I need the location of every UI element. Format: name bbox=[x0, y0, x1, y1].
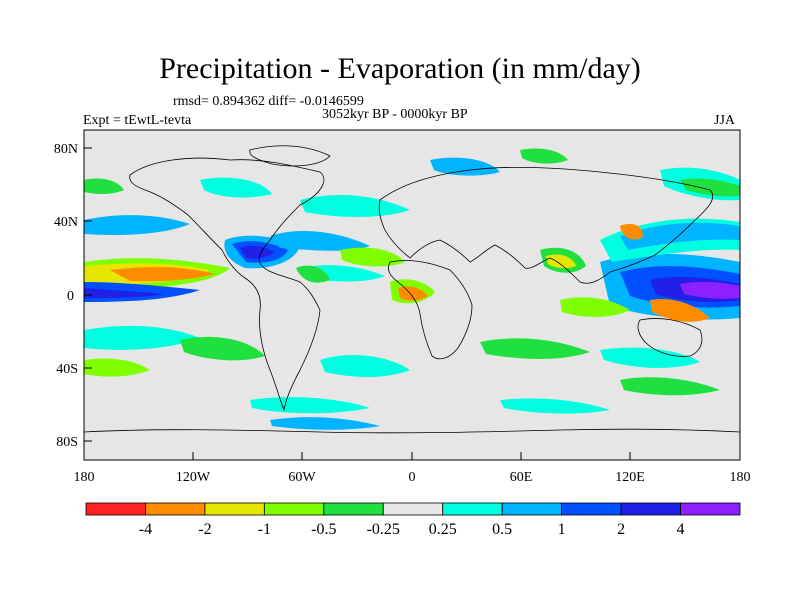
colorbar: -4 -2 -1 -0.5 -0.25 0.25 0.5 1 2 4 bbox=[85, 502, 741, 538]
colorbar-swatch bbox=[620, 502, 681, 516]
x-tick-label-120e: 120E bbox=[615, 470, 645, 485]
colorbar-label: -1 bbox=[258, 521, 271, 538]
y-tick-label-80n: 80N bbox=[54, 142, 78, 157]
colorbar-swatch bbox=[145, 502, 206, 516]
x-tick-label-180w: 180 bbox=[74, 470, 95, 485]
chart-title: Precipitation - Evaporation (in mm/day) bbox=[159, 52, 641, 85]
x-axis: 180 120W 60W 0 60E 120E 180 bbox=[74, 452, 751, 485]
x-tick-label-180e: 180 bbox=[730, 470, 751, 485]
y-tick-label-0: 0 bbox=[67, 289, 74, 304]
season-label: JJA bbox=[714, 113, 736, 128]
colorbar-label: -4 bbox=[139, 521, 152, 538]
period-label: 3052kyr BP - 0000kyr BP bbox=[322, 107, 468, 122]
colorbar-swatch bbox=[561, 502, 622, 516]
map-plot-area bbox=[84, 130, 740, 460]
experiment-label: Expt = tEwtL-tevta bbox=[83, 113, 192, 128]
x-tick-label-0: 0 bbox=[409, 470, 416, 485]
y-tick-label-80s: 80S bbox=[56, 435, 78, 450]
y-axis: 80N 40N 0 40S 80S bbox=[54, 142, 92, 450]
colorbar-swatch bbox=[323, 502, 384, 516]
x-tick-label-60w: 60W bbox=[288, 470, 316, 485]
colorbar-label: 2 bbox=[617, 521, 625, 538]
colorbar-label: -0.25 bbox=[367, 521, 400, 538]
colorbar-label: 1 bbox=[558, 521, 566, 538]
colorbar-swatch bbox=[204, 502, 265, 516]
colorbar-swatch bbox=[501, 502, 563, 516]
colorbar-swatch bbox=[442, 502, 503, 516]
x-tick-label-60e: 60E bbox=[510, 470, 533, 485]
y-tick-label-40s: 40S bbox=[56, 362, 78, 377]
colorbar-swatch bbox=[85, 502, 146, 516]
stats-label: rmsd= 0.894362 diff= -0.0146599 bbox=[173, 94, 364, 109]
colorbar-swatch bbox=[680, 502, 741, 516]
colorbar-label: 0.25 bbox=[429, 521, 457, 538]
colorbar-swatch bbox=[382, 502, 444, 516]
x-tick-label-120w: 120W bbox=[176, 470, 211, 485]
colorbar-label: 4 bbox=[677, 521, 685, 538]
y-tick-label-40n: 40N bbox=[54, 215, 78, 230]
coastlines bbox=[84, 145, 740, 434]
colorbar-label: -0.5 bbox=[311, 521, 336, 538]
colorbar-label: 0.5 bbox=[492, 521, 512, 538]
pme-contours bbox=[84, 148, 740, 430]
colorbar-label: -2 bbox=[198, 521, 211, 538]
colorbar-swatch bbox=[263, 502, 325, 516]
